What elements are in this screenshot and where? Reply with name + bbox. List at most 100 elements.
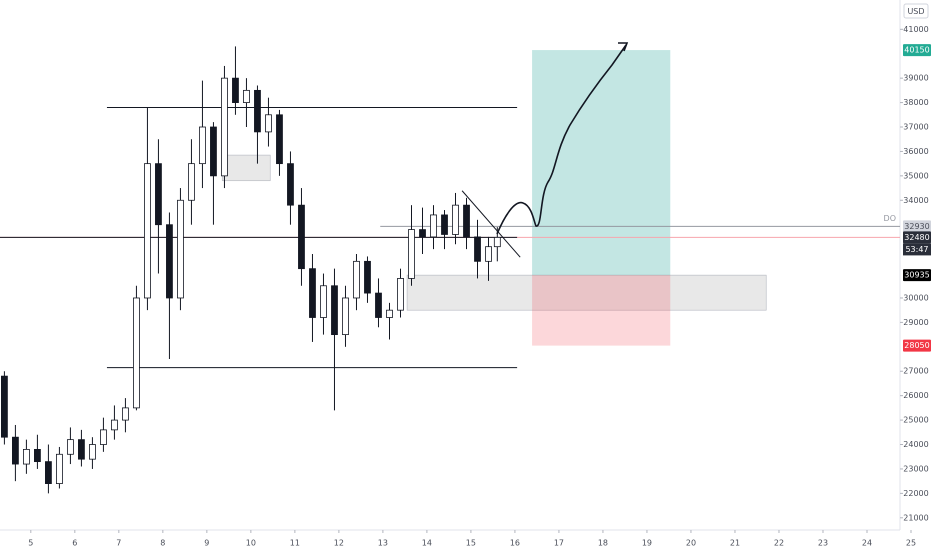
y-tick-label: 34000	[903, 196, 928, 205]
candle-body	[177, 199, 184, 299]
x-tick-label: 23	[818, 539, 828, 548]
candle-body	[78, 439, 85, 460]
countdown: 53:47	[905, 245, 928, 254]
candle-body	[1, 375, 8, 438]
candle-body	[111, 419, 118, 431]
stop-zone	[532, 275, 671, 346]
y-tick-label: 29000	[903, 318, 928, 327]
price-label: 28050	[904, 341, 929, 350]
y-tick-label: 25000	[903, 416, 928, 425]
candle-body	[67, 439, 74, 455]
candle-body	[430, 214, 437, 238]
candle-body	[342, 297, 349, 336]
candle-body	[155, 163, 162, 226]
forecast-arrow	[496, 44, 627, 235]
candle-body	[166, 224, 173, 299]
candle-body	[232, 77, 239, 103]
candle-body	[144, 163, 151, 299]
candle-body	[441, 214, 448, 235]
price-label-box	[903, 231, 931, 244]
candle-body	[353, 260, 360, 299]
candle-body	[56, 453, 63, 484]
y-tick-label: 26000	[903, 391, 928, 400]
zone	[221, 154, 271, 182]
candle-body	[320, 285, 327, 318]
y-tick-label: 37000	[903, 123, 928, 132]
candle-body	[474, 236, 481, 262]
candle-body	[276, 114, 283, 165]
candle-body	[485, 246, 492, 262]
candle-body	[89, 444, 96, 460]
candle-body	[397, 278, 404, 311]
candle-body	[199, 126, 206, 165]
candle-body	[386, 309, 393, 318]
price-label-box	[903, 269, 931, 282]
x-tick-label: 18	[598, 539, 608, 548]
x-tick-label: 21	[730, 539, 740, 548]
zone	[406, 274, 767, 311]
price-label-box	[903, 339, 931, 352]
x-tick-label: 12	[334, 539, 344, 548]
price-label: 40150	[904, 46, 929, 55]
candle-body	[122, 407, 129, 421]
trendline	[461, 190, 521, 258]
currency: USD	[907, 7, 924, 16]
y-tick-label: 39000	[903, 74, 928, 83]
candle-body	[493, 237, 501, 248]
x-tick-label: 25	[906, 539, 916, 548]
forecast-arrow-head	[618, 42, 629, 52]
candle-body	[12, 436, 19, 465]
x-tick-label: 11	[290, 539, 300, 548]
x-tick-label: 24	[862, 539, 872, 548]
candle-body	[34, 449, 41, 463]
candle-body	[408, 229, 415, 279]
x-tick-label: 22	[774, 539, 784, 548]
x-tick-label: 8	[160, 539, 165, 548]
candle-body	[309, 268, 316, 318]
candle-body	[375, 292, 382, 318]
x-tick-label: 15	[466, 539, 476, 548]
x-tick-label: 9	[204, 539, 209, 548]
y-tick-label: 35000	[903, 171, 928, 180]
x-tick-label: 10	[246, 539, 256, 548]
candle-body	[100, 429, 107, 445]
x-tick-label: 19	[642, 539, 652, 548]
candle-body	[298, 204, 305, 270]
x-tick-label: 7	[116, 539, 121, 548]
candle-body	[452, 204, 459, 235]
price-label-box	[903, 220, 931, 233]
y-tick-label: 30000	[903, 293, 928, 302]
x-tick-label: 5	[28, 539, 33, 548]
countdown-box	[903, 243, 931, 256]
price-label: 30935	[904, 271, 929, 280]
y-tick-label: 38000	[903, 98, 928, 107]
candle-body	[265, 114, 272, 133]
x-tick-label: 17	[554, 539, 564, 548]
currency-box[interactable]	[903, 3, 929, 19]
candle-body	[210, 126, 217, 177]
candle-body	[45, 461, 52, 484]
candle-body	[188, 163, 195, 201]
target-zone	[532, 50, 671, 276]
candle-body	[419, 229, 426, 238]
candle-body	[243, 89, 250, 103]
y-tick-label: 21000	[903, 513, 928, 522]
level-label: DO	[884, 214, 896, 223]
x-tick-label: 13	[378, 539, 388, 548]
candle-body	[331, 285, 338, 336]
y-tick-label: 24000	[903, 440, 928, 449]
price-label: 32930	[904, 222, 929, 231]
x-tick-label: 16	[510, 539, 520, 548]
x-tick-label: 6	[72, 539, 77, 548]
y-tick-label: 41000	[903, 25, 928, 34]
y-tick-label: 27000	[903, 367, 928, 376]
y-tick-label: 22000	[903, 489, 928, 498]
candle-body	[364, 260, 371, 294]
candle-body	[463, 204, 470, 238]
candle-body	[221, 77, 228, 177]
candle-body	[287, 163, 294, 206]
candle-body	[254, 89, 261, 133]
candle-body	[23, 449, 30, 465]
x-tick-label: 14	[422, 539, 432, 548]
y-tick-label: 23000	[903, 464, 928, 473]
